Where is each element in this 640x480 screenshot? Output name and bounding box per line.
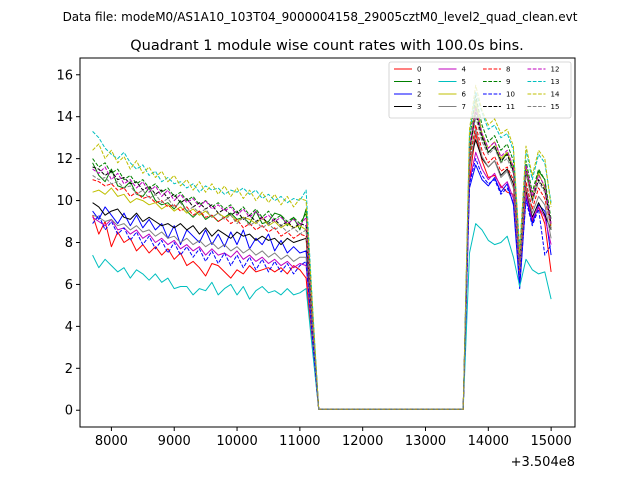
legend-label-3: 3	[417, 103, 421, 111]
legend-label-2: 2	[417, 91, 421, 99]
x-tick-label: 9000	[158, 434, 191, 449]
y-tick-label: 16	[56, 68, 73, 83]
y-tick-label: 14	[56, 110, 73, 125]
legend-label-7: 7	[462, 103, 466, 111]
legend-frame	[388, 61, 572, 119]
y-tick-label: 6	[65, 278, 73, 293]
y-tick-label: 4	[65, 320, 73, 335]
legend-label-5: 5	[462, 78, 466, 86]
suptitle: Data file: modeM0/AS1A10_103T04_90000041…	[63, 10, 578, 24]
legend-label-8: 8	[506, 66, 510, 74]
legend-label-0: 0	[417, 66, 421, 74]
x-tick-label: 10000	[216, 434, 257, 449]
legend-label-11: 11	[506, 103, 515, 111]
x-offset-label: +3.504e8	[511, 455, 575, 470]
x-tick-label: 8000	[95, 434, 128, 449]
legend-label-13: 13	[551, 78, 560, 86]
x-tick-label: 11000	[279, 434, 320, 449]
x-tick-label: 14000	[468, 434, 509, 449]
y-tick-label: 10	[56, 194, 73, 209]
y-tick-label: 0	[65, 404, 73, 419]
legend-label-4: 4	[462, 66, 467, 74]
legend-label-12: 12	[551, 66, 560, 74]
x-tick-label: 12000	[342, 434, 383, 449]
legend-label-9: 9	[506, 78, 510, 86]
legend-label-6: 6	[462, 91, 467, 99]
legend-label-10: 10	[506, 91, 515, 99]
chart-title: Quadrant 1 module wise count rates with …	[130, 38, 524, 54]
legend-label-15: 15	[551, 103, 560, 111]
x-tick-label: 13000	[405, 434, 446, 449]
y-tick-label: 2	[65, 362, 73, 377]
y-tick-label: 8	[65, 236, 73, 251]
plot-frame	[79, 57, 576, 428]
x-tick-label: 15000	[530, 434, 571, 449]
series-line-15	[92, 116, 552, 410]
legend-label-14: 14	[551, 91, 560, 99]
legend-label-1: 1	[417, 78, 421, 86]
tick-layer: 8000 9000 10000 11000 12000 13000 14000 15000 0 2…	[56, 68, 571, 449]
y-tick-label: 12	[56, 152, 73, 167]
